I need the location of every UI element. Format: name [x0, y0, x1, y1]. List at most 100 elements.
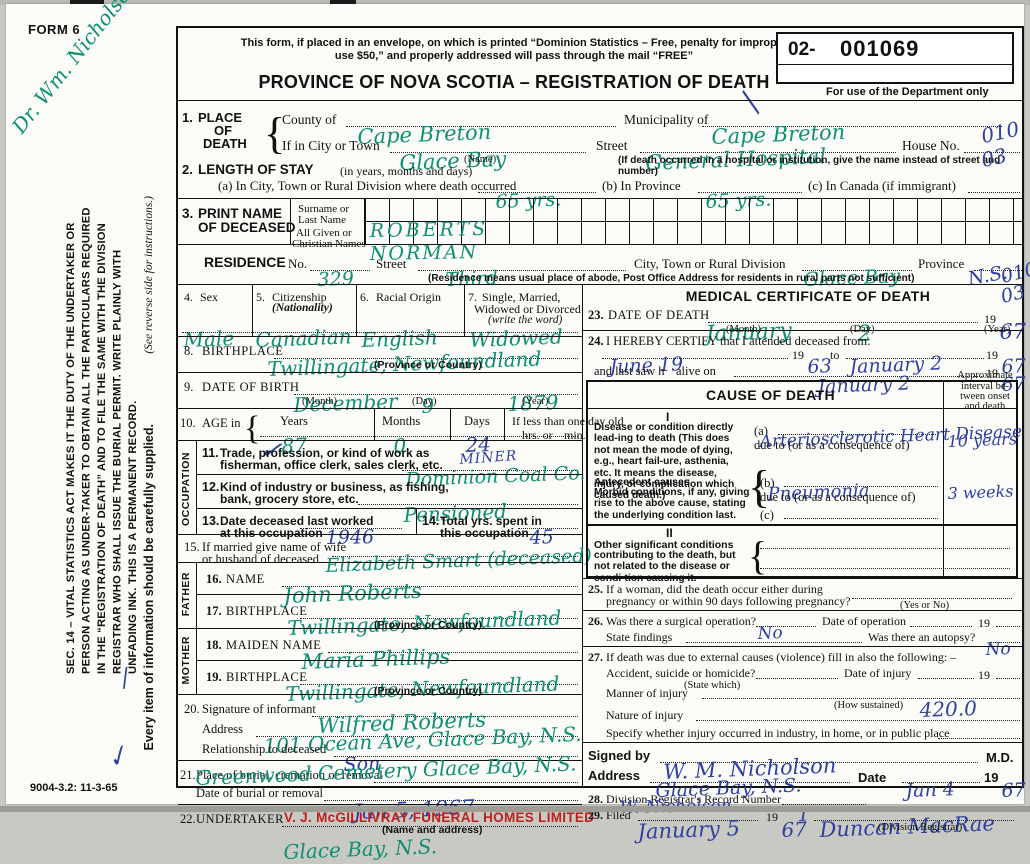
item24-label: I HEREBY CERTIFY that I attended decease…: [606, 334, 871, 348]
row-c-rule: [784, 518, 938, 519]
item2-label: LENGTH OF STAY: [198, 162, 314, 177]
form-frame: This form, if placed in an envelope, on …: [176, 26, 1030, 864]
item13-rule: [300, 528, 402, 529]
age-months-label: Months: [382, 414, 421, 428]
department-only-label: For use of the Department only: [826, 86, 989, 98]
item14-label-2: this occupation: [440, 526, 529, 540]
envelope-notice-line1: This form, if placed in an envelope, on …: [240, 37, 788, 49]
md-label: M.D.: [986, 750, 1014, 765]
item19-rule: [300, 684, 578, 685]
informant-address-label: Address: [202, 722, 243, 736]
check-mark-registration: /: [733, 89, 769, 115]
item5-label: Citizenship: [272, 290, 327, 304]
injury-date-year-prefix: 19: [978, 668, 990, 682]
item16-label: NAME: [226, 572, 265, 586]
item4-number: 4.: [184, 290, 193, 304]
surname-label-1: Surname or: [298, 203, 350, 215]
item8-label: BIRTHPLACE: [202, 344, 284, 358]
item2c-label: (c) In Canada (if immigrant): [808, 178, 956, 193]
antecedent-label: Morbid conditions, if any, giving rise t…: [594, 487, 750, 521]
residence-no-rule: [310, 270, 370, 271]
other-conditions-label: contributing to the death, but not relat…: [594, 550, 736, 584]
signed-by-rule: [660, 762, 978, 763]
item19-caption: (Province or Country): [374, 685, 482, 697]
item15-label-1: If married give name of wife: [202, 540, 347, 554]
item15-label-2: or husband of deceased: [202, 552, 319, 566]
item1-number: 1.: [182, 110, 193, 125]
row-b-marker: (b): [760, 476, 775, 490]
residence-street-label: Street: [376, 256, 407, 271]
signed-date-value: Jan 4: [905, 778, 956, 802]
item11-label-1: Trade, profession, or kind of work as: [220, 446, 430, 460]
item14-label-1: Total yrs. spent in: [440, 514, 542, 528]
antecedent-label-bold: Antecedent causes: [594, 476, 690, 488]
item5-number: 5.: [256, 290, 265, 304]
scan-edge-top: [0, 0, 1030, 5]
accident-caption: (State which): [684, 680, 741, 691]
item24-to-rule: [846, 358, 984, 359]
street-label: Street: [596, 138, 628, 153]
undertaker-address-value: Glace Bay, N.S.: [283, 834, 438, 864]
item26-label: Was there a surgical operation?: [606, 614, 757, 628]
row-b-interval: 3 weeks: [947, 481, 1014, 503]
lastsaw-label: and last saw h: [594, 364, 665, 378]
item13-label-1: Date deceased last worked: [220, 514, 374, 528]
row-c-marker: (c): [760, 508, 774, 522]
racial-origin-value: English: [361, 325, 439, 352]
form-code: 9004-3.2: 11-3-65: [30, 782, 118, 794]
item23-month-caption: (Month): [726, 324, 761, 335]
item6-label: Racial Origin: [376, 290, 441, 304]
item2a-label: (a) In City, Town or Rural Division wher…: [218, 178, 517, 193]
item3-number: 3.: [182, 206, 194, 221]
municipality-label: Municipality of: [624, 112, 709, 127]
age-hrs-label: hrs. or: [522, 428, 553, 442]
operation-date-rule: [910, 626, 972, 627]
age-lessthan-label: If less than one day old: [512, 414, 624, 428]
autopsy-rule: [990, 642, 1020, 643]
item17-caption: (Province or Country): [374, 619, 482, 631]
item2a-rule: [478, 192, 596, 193]
item7-number: 7.: [468, 290, 477, 304]
municipality-rule: [702, 126, 1002, 127]
item24-number: 24.: [588, 334, 604, 348]
autopsy-label: Was there an autopsy?: [868, 630, 976, 644]
item5-sublabel: (Nationality): [272, 302, 333, 314]
filed-date-value: January 5: [637, 816, 741, 844]
injury-date-label: Date of injury: [844, 666, 912, 680]
item25-label-2: pregnancy or within 90 days following pr…: [606, 594, 851, 608]
item1-brace: {: [264, 109, 286, 158]
county-label: County of: [282, 112, 337, 127]
item9-number: 9.: [184, 380, 194, 394]
injury-year-rule: [996, 678, 1020, 679]
item25-label-1: If a woman, did the death occur either d…: [606, 582, 823, 596]
informant-address-rule: [256, 736, 578, 737]
item20-rule: [312, 716, 578, 717]
due-to-label-2: due to (or as a consequence of): [760, 490, 916, 504]
burial-place-value: Greenwood Cemetery Glace Bay, N.S.: [195, 751, 577, 790]
stray-check-mark-left: ✓: [101, 739, 135, 776]
item1-label-3: DEATH: [203, 136, 247, 151]
relationship-rule: [334, 756, 578, 757]
item21-rule: [374, 782, 578, 783]
signed-date-year-value: 67: [1001, 779, 1027, 802]
cause-of-death-title: CAUSE OF DEATH: [706, 387, 836, 403]
signed-address-rule: [650, 782, 850, 783]
item28-label: Division Registrar's Record Number: [606, 792, 782, 806]
item9-year-caption: (Year): [522, 396, 549, 407]
manner-rule: [702, 698, 1020, 699]
operation-date-year-prefix: 19: [978, 616, 990, 630]
residence-caption: (Residence means usual place of abode, P…: [428, 273, 915, 284]
burial-date-rule: [324, 800, 578, 801]
interval-header-2: interval be-: [960, 381, 1010, 392]
registration-prefix: 02-: [788, 39, 816, 60]
residence-province-rule: [974, 270, 1022, 271]
other-conditions-rule-1: [760, 548, 1010, 549]
county-rule: [346, 126, 616, 127]
item18-number: 18.: [206, 638, 222, 652]
lastsaw-alive-label: alive on: [676, 364, 716, 378]
item1-label-1: PLACE: [198, 110, 243, 125]
other-conditions-box: II Other significant conditions contribu…: [586, 526, 1018, 584]
item7-label-2: Widowed or Divorced: [474, 302, 581, 316]
item10-number: 10.: [180, 416, 196, 430]
top-left-signature: Dr. Wm. Nicholson: [7, 0, 143, 139]
